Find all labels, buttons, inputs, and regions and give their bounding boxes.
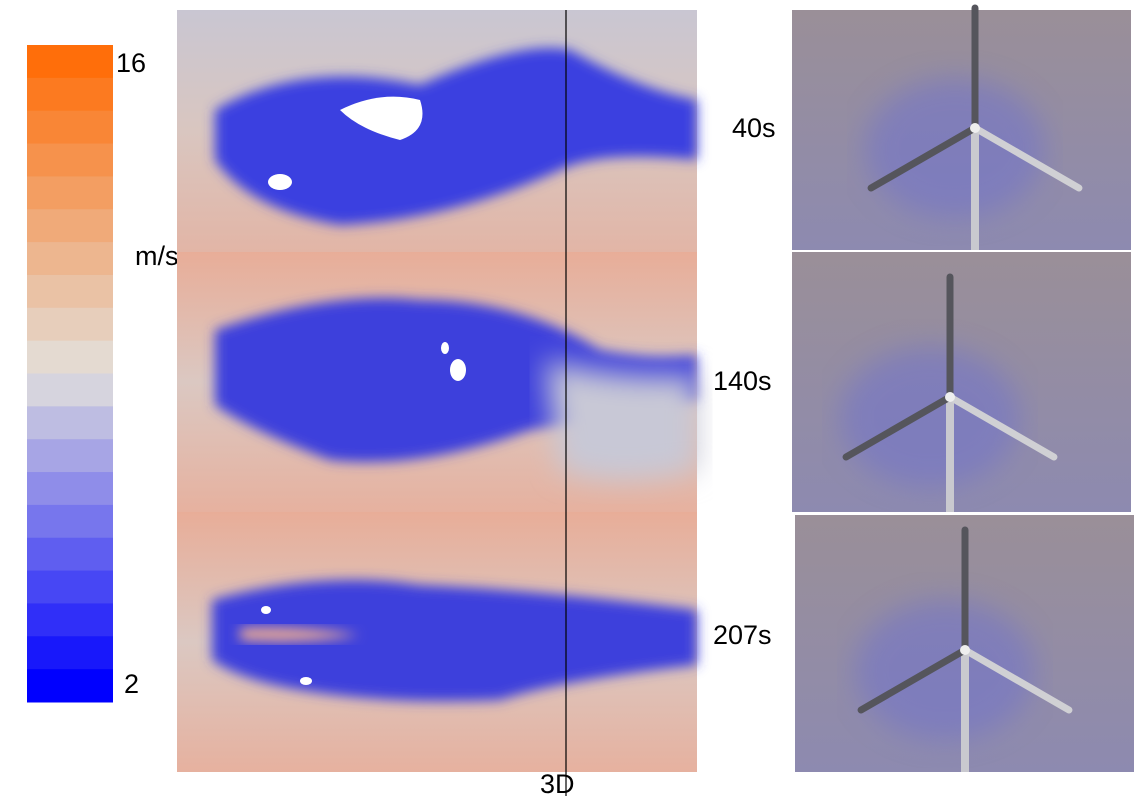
colorbar-band [27, 45, 113, 78]
turbine-view [792, 8, 1131, 250]
hub [970, 123, 980, 133]
colorbar-band [27, 242, 113, 275]
turbine-view [792, 252, 1131, 512]
colorbar [27, 45, 113, 703]
distance-label: 3D [540, 769, 575, 799]
colorbar-band [27, 275, 113, 308]
colorbar-band [27, 538, 113, 571]
figure: 16 m/s 2 3D 40s 140s 207s [0, 0, 1134, 802]
colorbar-band [27, 636, 113, 669]
colorbar-band [27, 78, 113, 111]
colorbar-band [27, 505, 113, 538]
colorbar-band [27, 406, 113, 439]
wake-shade [840, 347, 1020, 487]
colorbar-band [27, 111, 113, 144]
tower [971, 128, 979, 250]
colorbar-band [27, 144, 113, 177]
wake-shade [855, 600, 1035, 740]
colorbar-band [27, 176, 113, 209]
colorbar-band [27, 669, 113, 702]
colorbar-band [27, 209, 113, 242]
colorbar-max: 16 [116, 48, 146, 78]
colorbar-band [27, 308, 113, 341]
wake-panel [177, 512, 697, 772]
colorbar-band [27, 571, 113, 604]
wake-shade [865, 78, 1045, 218]
colorbar-unit: m/s [135, 241, 179, 271]
wake-panel [177, 252, 697, 512]
wake-panel [177, 10, 697, 252]
tower [946, 397, 954, 512]
colorbar-min: 2 [124, 669, 139, 699]
hub [945, 392, 955, 402]
time-label: 207s [713, 620, 772, 650]
colorbar-band [27, 374, 113, 407]
colorbar-band [27, 603, 113, 636]
colorbar-band [27, 341, 113, 374]
tower [961, 650, 969, 772]
time-label: 40s [732, 113, 776, 143]
colorbar-band [27, 472, 113, 505]
turbine-view [795, 515, 1134, 772]
hub [960, 645, 970, 655]
time-label: 140s [713, 366, 772, 396]
colorbar-band [27, 439, 113, 472]
